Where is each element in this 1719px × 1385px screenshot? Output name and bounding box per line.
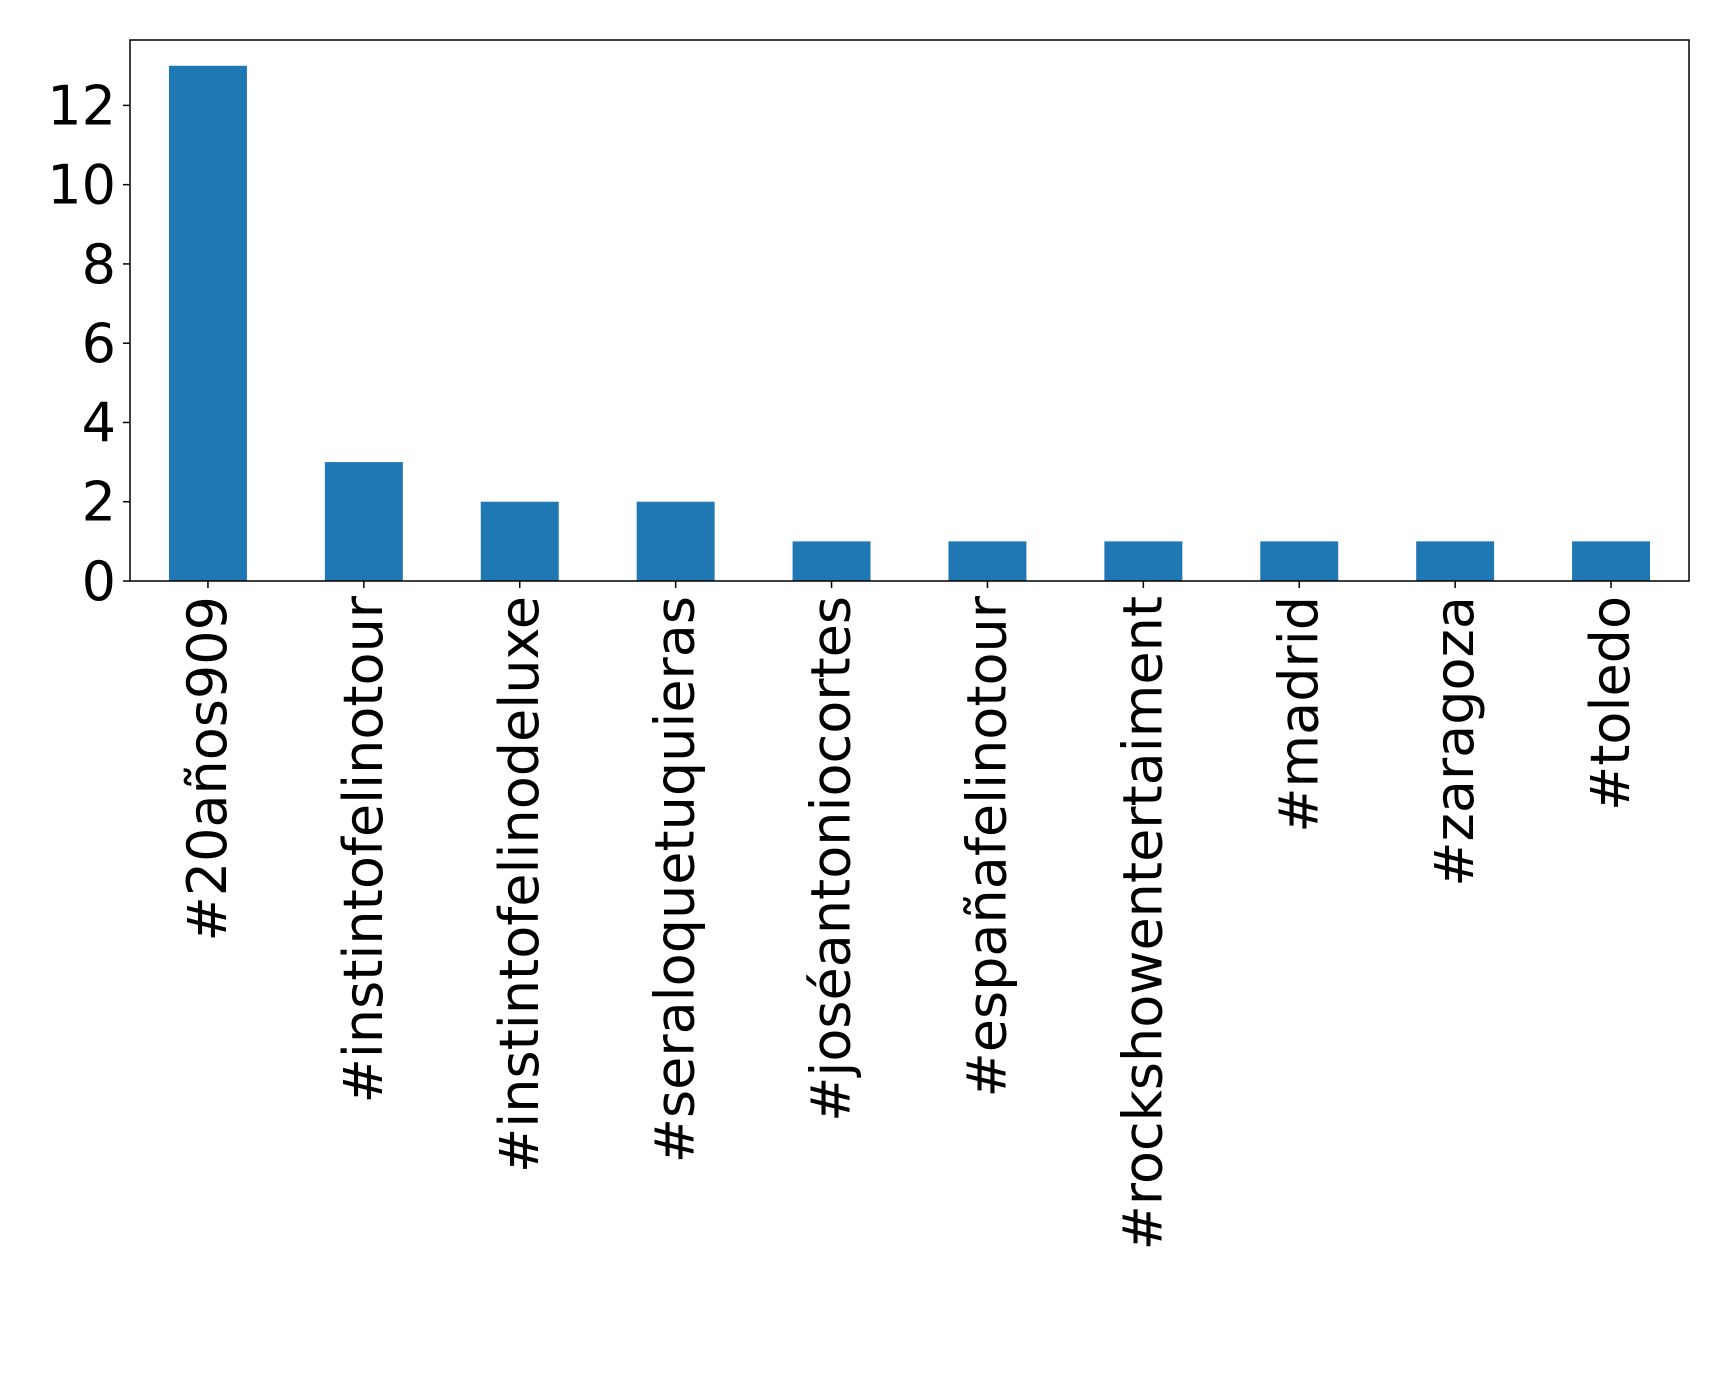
bar <box>480 501 559 581</box>
bar <box>1104 541 1183 581</box>
plot-frame <box>129 39 1690 582</box>
y-tick-label: 4 <box>82 391 116 454</box>
bar <box>1572 541 1651 581</box>
x-tick-label: #zaragoza <box>1423 596 1486 887</box>
bar <box>168 65 247 581</box>
y-tick-label: 8 <box>82 233 116 296</box>
x-tick-label: #españafelinotour <box>955 595 1018 1097</box>
y-tick-label: 2 <box>82 471 116 534</box>
x-tick-label: #joséantoniocortes <box>800 596 863 1122</box>
y-axis: 0 2 4 6 8 10 12 <box>47 74 130 613</box>
x-tick-label: #seraloquetuquieras <box>644 596 707 1163</box>
y-tick-label: 6 <box>82 312 116 375</box>
bars-group <box>168 65 1651 581</box>
bar <box>1260 541 1339 581</box>
bar <box>324 462 403 581</box>
x-tick-label: #20años909 <box>176 596 239 942</box>
bar <box>948 541 1027 581</box>
x-tick-label: #instintofelinodeluxe <box>488 596 551 1173</box>
y-tick-label: 10 <box>47 154 116 217</box>
x-tick-label: #rockshowentertaiment <box>1111 596 1174 1250</box>
x-tick-label: #instintofelinotour <box>332 595 395 1103</box>
bar <box>792 541 871 581</box>
x-tick-label: #madrid <box>1267 596 1330 833</box>
x-tick-label: #toledo <box>1579 596 1642 811</box>
bar <box>636 501 715 581</box>
bar <box>1416 541 1495 581</box>
y-tick-label: 12 <box>47 74 116 137</box>
y-tick-label: 0 <box>82 550 116 613</box>
x-axis: #20años909 #instintofelinotour #instintofe… <box>176 581 1642 1250</box>
